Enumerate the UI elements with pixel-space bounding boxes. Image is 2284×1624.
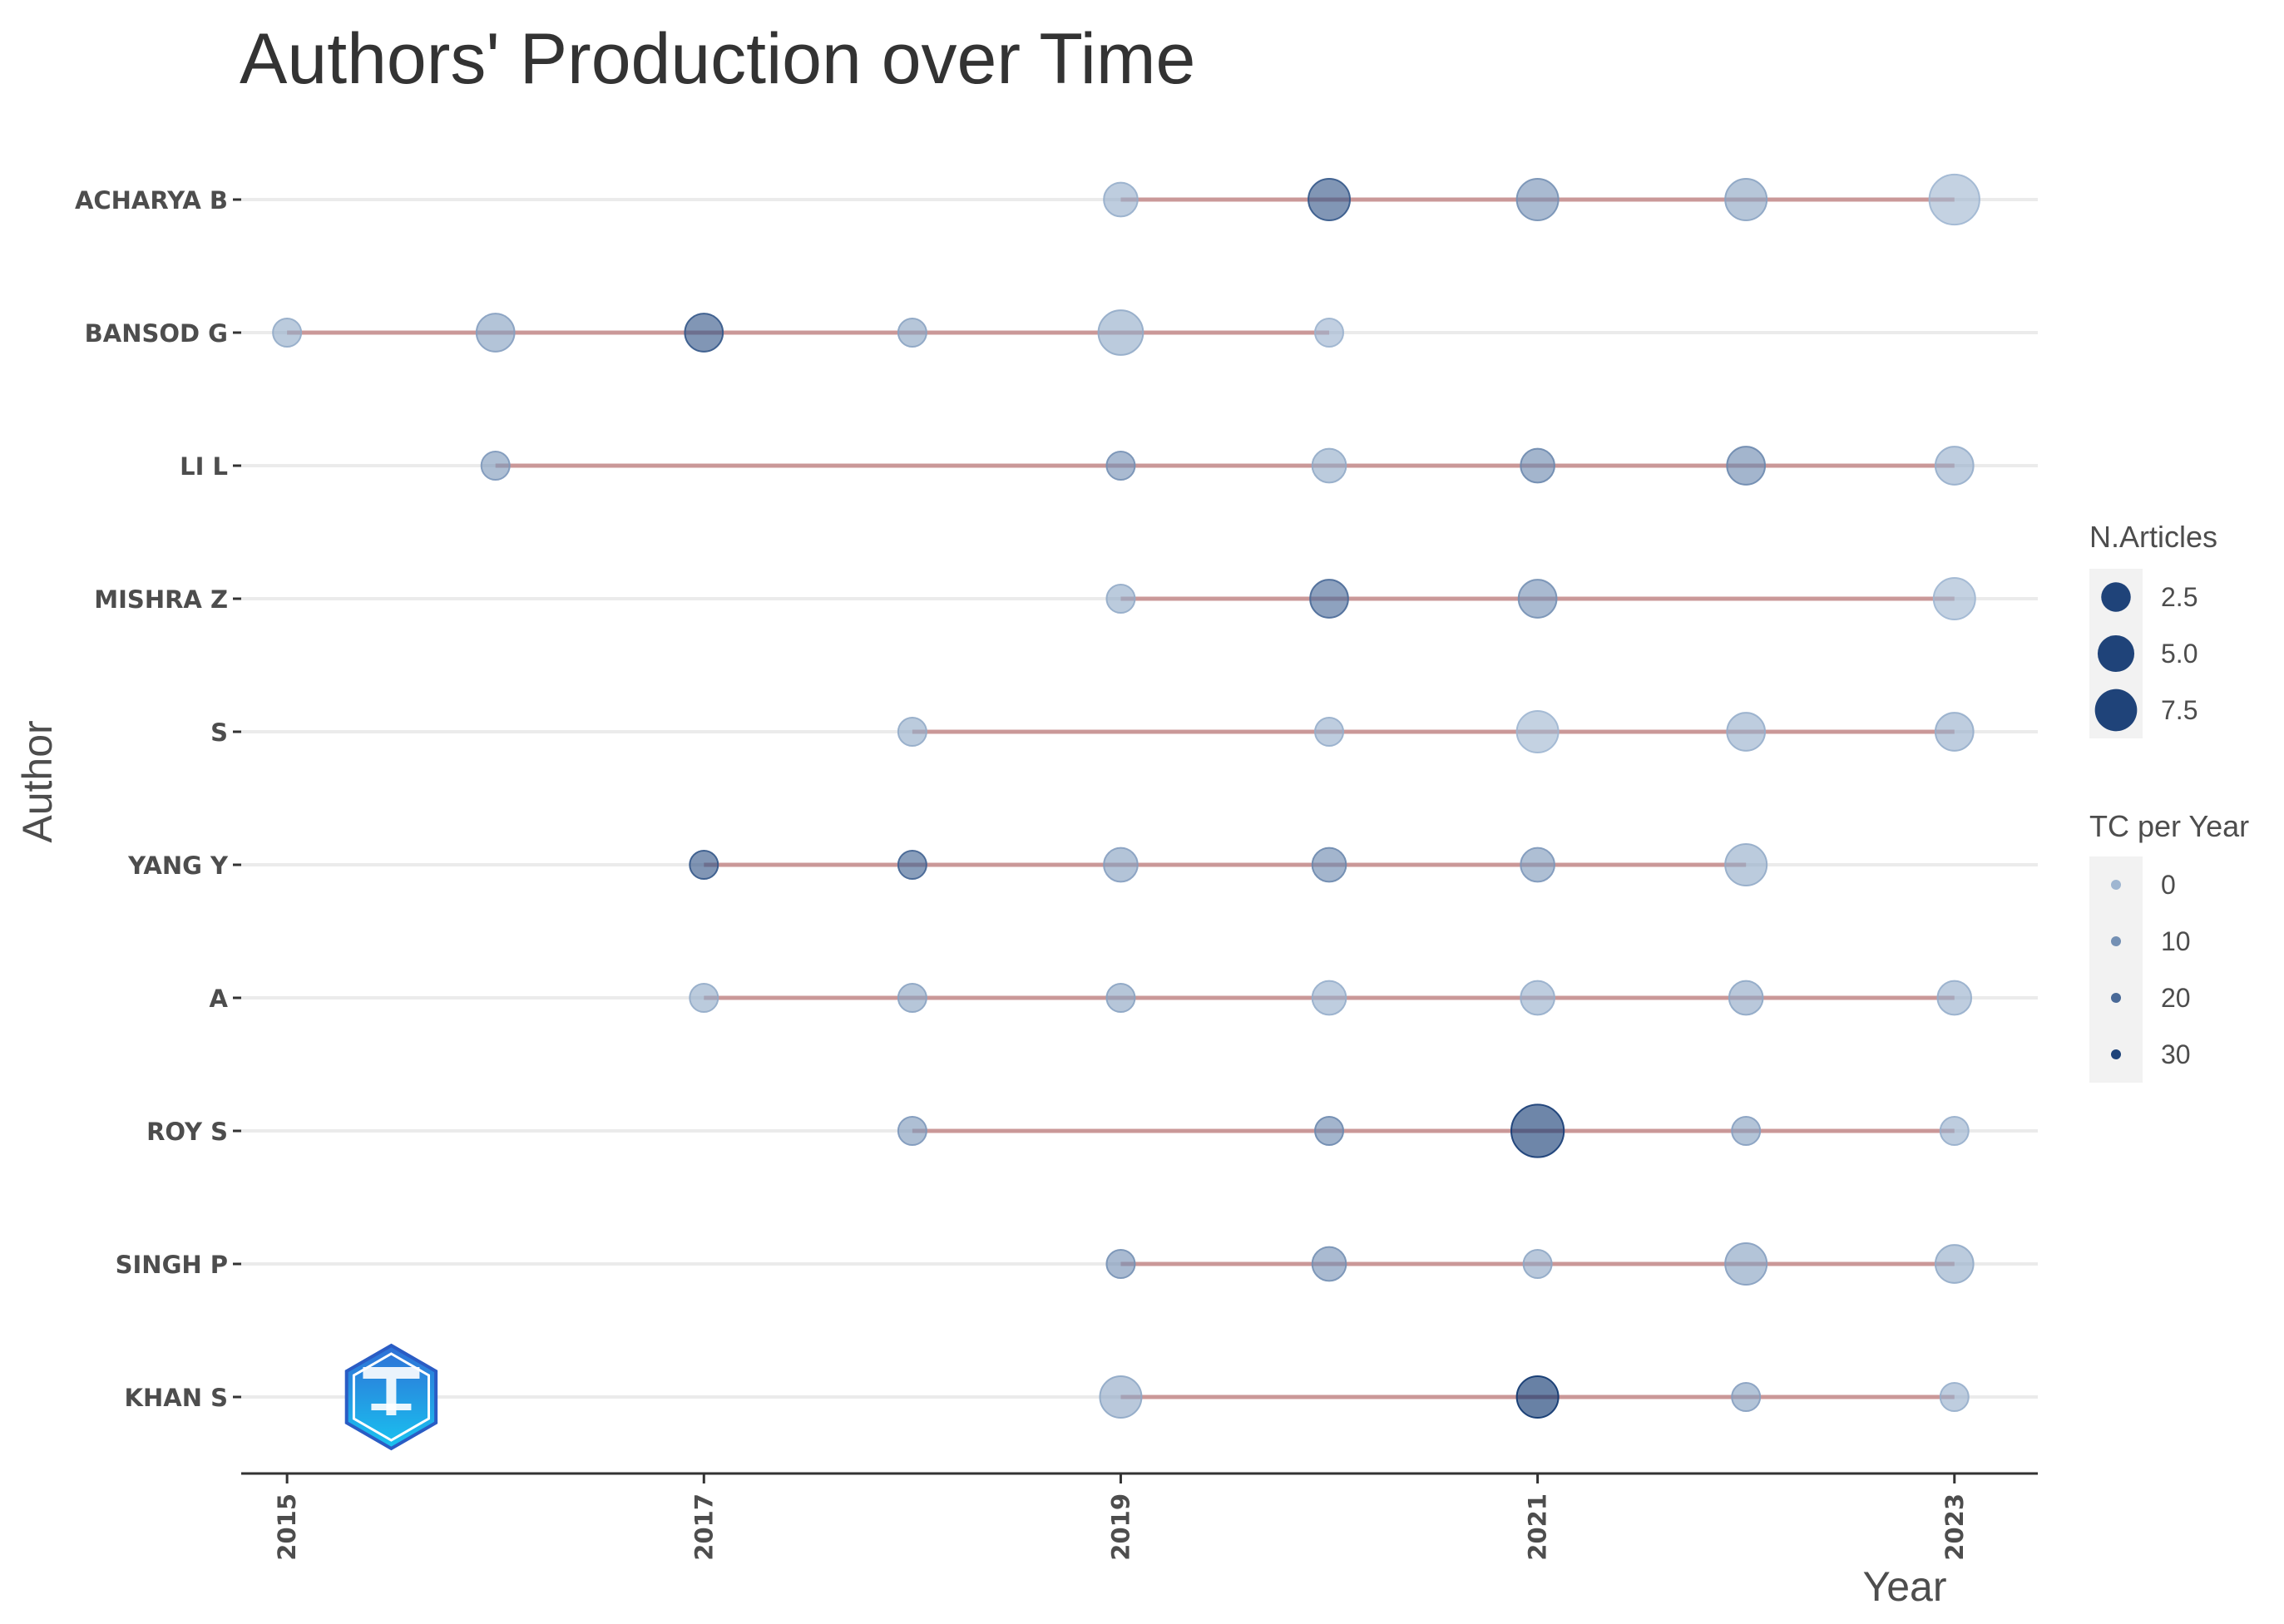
y-axis-title: Author <box>14 720 61 842</box>
y-tick-label: LI L <box>180 452 228 481</box>
data-point <box>1311 980 1347 1016</box>
legend-key-tc <box>2111 993 2121 1003</box>
x-tick-label: 2021 <box>1524 1493 1552 1561</box>
author-timelines <box>287 197 1955 1399</box>
data-point <box>1314 318 1345 348</box>
data-point <box>1105 584 1136 614</box>
legend-label-tc: 30 <box>2161 1039 2191 1069</box>
axes: ACHARYA B BANSOD G LI L MISHRA Z S YANG Y A ROY… <box>75 186 2038 1561</box>
data-point <box>897 717 927 747</box>
data-point <box>1311 1246 1347 1282</box>
chart-title: Authors' Production over Time <box>240 19 1195 99</box>
data-point <box>1932 577 1976 620</box>
data-point <box>272 318 303 348</box>
data-point <box>1097 309 1144 356</box>
legend-key-articles <box>2094 689 2138 732</box>
data-point <box>1522 1249 1553 1279</box>
data-point <box>1934 712 1975 752</box>
x-tick-label: 2023 <box>1940 1493 1969 1561</box>
data-point <box>1939 1116 1970 1146</box>
legend-label-tc: 20 <box>2161 983 2191 1013</box>
y-tick-label: YANG Y <box>127 851 229 880</box>
data-point <box>1517 579 1558 619</box>
data-point <box>684 313 724 353</box>
data-point <box>1728 980 1764 1016</box>
data-point <box>1103 847 1139 883</box>
legend: N.Articles 2.5 5.0 7.5 TC per Year 0 10 20 30 <box>2089 520 2249 1083</box>
y-tick-label: KHAN S <box>125 1384 228 1412</box>
data-point <box>1520 847 1555 883</box>
data-point <box>1309 579 1349 619</box>
data-point <box>689 983 719 1013</box>
data-point <box>475 313 516 353</box>
data-point <box>689 850 719 880</box>
data-point <box>1726 446 1767 486</box>
legend-title-tc: TC per Year <box>2089 809 2249 843</box>
legend-label-articles: 2.5 <box>2161 582 2197 612</box>
data-point <box>1939 1382 1970 1412</box>
data-point <box>1724 843 1768 886</box>
legend-key-tc <box>2111 1049 2121 1059</box>
data-point <box>1731 1116 1762 1146</box>
data-point <box>1099 1375 1143 1419</box>
data-point <box>1520 447 1555 484</box>
data-point <box>1105 1249 1136 1279</box>
data-point <box>1928 173 1980 226</box>
data-point <box>1934 446 1975 486</box>
data-point <box>1105 451 1136 481</box>
x-tick-label: 2017 <box>690 1493 718 1561</box>
data-point <box>897 983 927 1013</box>
data-point <box>1724 178 1768 221</box>
x-tick-label: 2015 <box>273 1493 301 1561</box>
data-point <box>1308 178 1352 221</box>
legend-key-articles <box>2097 634 2135 673</box>
y-tick-label: A <box>210 985 229 1013</box>
y-tick-label: MISHRA Z <box>94 585 228 614</box>
legend-label-articles: 5.0 <box>2161 639 2197 669</box>
y-tick-label: ACHARYA B <box>75 186 228 215</box>
data-point <box>1515 1375 1560 1419</box>
legend-key-articles <box>2101 582 2131 612</box>
data-point <box>1520 980 1555 1016</box>
legend-key-tc <box>2111 936 2121 946</box>
data-point <box>897 318 927 348</box>
data-point <box>1314 717 1345 747</box>
data-point <box>480 451 511 481</box>
legend-label-tc: 0 <box>2161 870 2176 900</box>
data-point <box>897 850 927 880</box>
data-point <box>897 1116 927 1146</box>
y-tick-label: BANSOD G <box>85 319 228 348</box>
x-axis-title: Year <box>1862 1563 1946 1610</box>
data-point <box>1934 1244 1975 1284</box>
data-point <box>1105 983 1136 1013</box>
gridlines <box>241 198 2038 1399</box>
data-point <box>1510 1103 1565 1158</box>
legend-label-articles: 7.5 <box>2161 695 2197 725</box>
data-point <box>1726 712 1767 752</box>
data-point <box>1311 847 1347 883</box>
data-point <box>1936 980 1973 1016</box>
legend-key-tc <box>2111 880 2121 890</box>
hexagon-emblem-icon <box>344 1343 438 1451</box>
data-point <box>1724 1242 1768 1286</box>
data-point <box>1311 447 1347 484</box>
data-point <box>1103 181 1139 218</box>
data-point <box>1731 1382 1762 1412</box>
data-point <box>1515 178 1560 221</box>
y-tick-label: SINGH P <box>116 1251 228 1279</box>
production-points <box>272 173 1980 1419</box>
legend-label-tc: 10 <box>2161 926 2191 956</box>
y-tick-label: ROY S <box>146 1118 228 1146</box>
legend-title-articles: N.Articles <box>2089 520 2217 554</box>
data-point <box>1314 1116 1345 1146</box>
data-point <box>1515 710 1560 753</box>
y-tick-label: S <box>210 718 228 747</box>
x-tick-label: 2019 <box>1106 1493 1135 1561</box>
